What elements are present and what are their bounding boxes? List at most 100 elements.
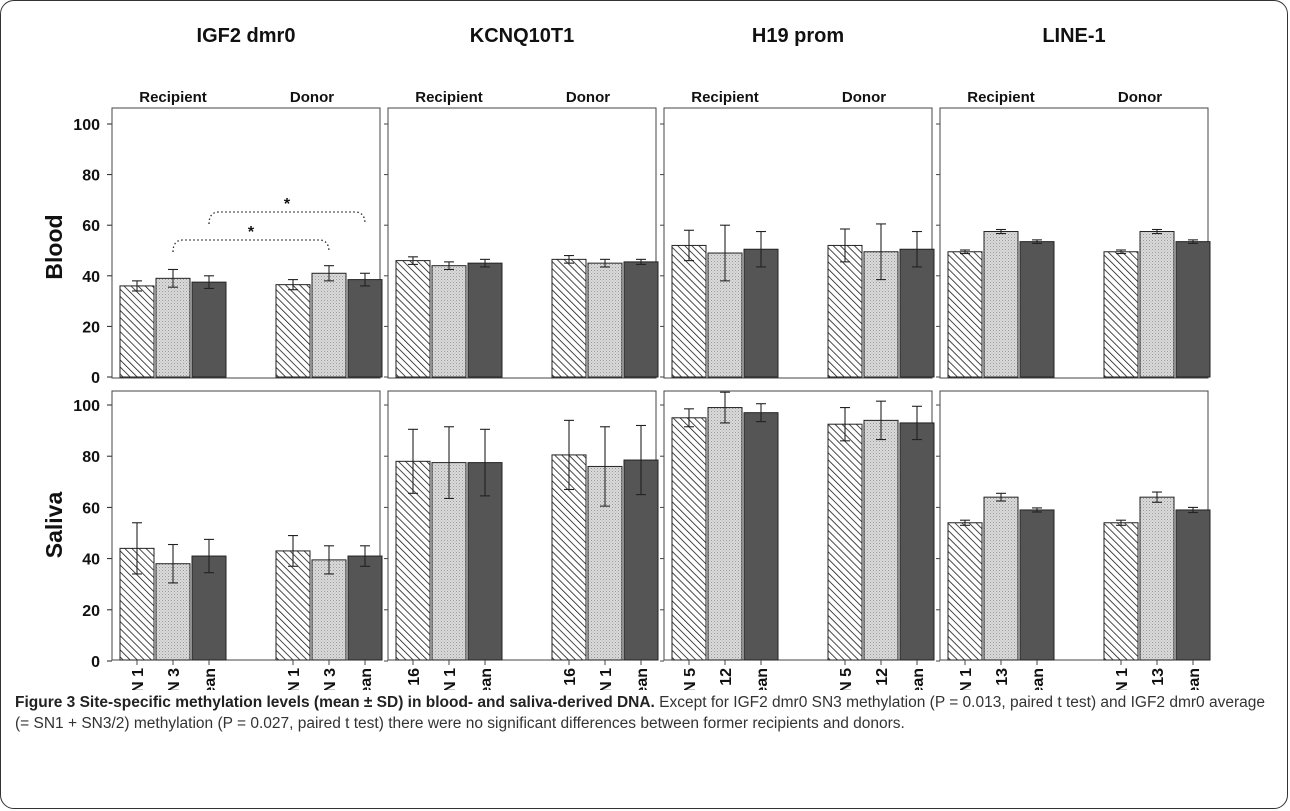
x-tick-label: SN 13 <box>1150 668 1167 690</box>
bar <box>899 422 935 661</box>
bar <box>119 285 155 378</box>
bar <box>395 460 431 661</box>
y-tick-label: 80 <box>82 168 100 185</box>
bar <box>707 407 743 661</box>
row-label-blood: Blood <box>41 214 67 279</box>
bar <box>1175 241 1211 378</box>
bar <box>983 496 1019 661</box>
group-label-recipient: Recipient <box>139 89 207 106</box>
row-label-saliva: Saliva <box>41 492 67 559</box>
group-label-recipient: Recipient <box>967 89 1035 106</box>
bar <box>827 423 863 661</box>
bar <box>275 284 311 378</box>
x-tick-label: Mean <box>910 668 927 690</box>
y-tick-label: 80 <box>82 449 100 466</box>
x-tick-label: SN 3 <box>166 668 183 690</box>
group-label-donor: Donor <box>290 89 334 106</box>
x-tick-label: SN 5 <box>838 668 855 690</box>
panel-title: H19 prom <box>752 25 844 47</box>
y-tick-label: 20 <box>82 319 100 336</box>
bar <box>467 262 503 378</box>
x-tick-label: Mean <box>478 668 495 690</box>
group-label-recipient: Recipient <box>415 89 483 106</box>
x-tick-label: SN 1 <box>598 668 615 690</box>
bar <box>1019 241 1055 378</box>
significance-label: * <box>248 224 255 241</box>
group-label-donor: Donor <box>842 89 886 106</box>
bar <box>1103 522 1139 661</box>
bar <box>671 244 707 378</box>
bar <box>671 417 707 661</box>
significance-bracket <box>172 239 330 253</box>
bar <box>983 231 1019 378</box>
bar <box>395 260 431 378</box>
x-tick-label: SN 1 <box>286 668 303 690</box>
y-tick-label: 0 <box>91 370 100 387</box>
bar <box>947 522 983 661</box>
figure-caption: Figure 3 Site-specific methylation level… <box>15 692 1277 734</box>
x-tick-label: SN 12 <box>874 668 891 690</box>
bar <box>743 248 779 378</box>
x-tick-label: SN 13 <box>994 668 1011 690</box>
y-tick-label: 40 <box>82 552 100 569</box>
methylation-bar-chart: Blood Saliva 0 20 40 60 80 100 0 20 40 60 80 100 IGF2 … <box>41 25 1211 690</box>
x-tick-label: SN 1 <box>442 668 459 690</box>
bar <box>1019 509 1055 661</box>
x-tick-label: SN 5 <box>682 668 699 690</box>
bar <box>1103 251 1139 378</box>
x-tick-label: SN 1 <box>130 668 147 690</box>
x-tick-label: SN 3 <box>322 668 339 690</box>
group-label-donor: Donor <box>566 89 610 106</box>
y-tick-label: 0 <box>91 654 100 671</box>
bar <box>587 262 623 378</box>
panel-title: IGF2 dmr0 <box>197 25 296 47</box>
bar <box>899 248 935 378</box>
x-tick-label: SN 1 <box>1114 668 1131 690</box>
panel-frame <box>111 390 381 661</box>
bar <box>827 244 863 378</box>
panel-frame <box>663 107 933 379</box>
group-label-recipient: Recipient <box>691 89 759 106</box>
bar <box>155 277 191 378</box>
group-label-donor: Donor <box>1118 89 1162 106</box>
bar <box>947 251 983 378</box>
y-tick-label: 100 <box>73 117 100 134</box>
bar <box>1139 231 1175 378</box>
bar <box>551 258 587 378</box>
x-tick-label: Mean <box>1186 668 1203 690</box>
bar <box>743 412 779 661</box>
bar <box>347 555 383 661</box>
caption-title: Figure 3 Site-specific methylation level… <box>15 694 655 711</box>
x-tick-label: SN 16 <box>562 668 579 690</box>
x-tick-label: Mean <box>358 668 375 690</box>
x-tick-label: Mean <box>1030 668 1047 690</box>
bar <box>347 279 383 378</box>
panel-frame <box>111 107 381 379</box>
bar <box>191 555 227 661</box>
y-tick-label: 100 <box>73 398 100 415</box>
x-tick-label: Mean <box>634 668 651 690</box>
bar <box>275 550 311 661</box>
panel-title: LINE-1 <box>1042 25 1105 47</box>
bar <box>431 265 467 378</box>
y-tick-label: 60 <box>82 218 100 235</box>
y-tick-label: 20 <box>82 603 100 620</box>
significance-bracket <box>208 211 366 225</box>
x-tick-label: SN 12 <box>718 668 735 690</box>
bar <box>623 261 659 378</box>
x-tick-label: SN 1 <box>958 668 975 690</box>
bar <box>311 272 347 378</box>
x-tick-label: Mean <box>202 668 219 690</box>
bar <box>1139 496 1175 661</box>
y-tick-label: 40 <box>82 269 100 286</box>
y-tick-label: 60 <box>82 500 100 517</box>
bar <box>311 559 347 661</box>
x-tick-label: Mean <box>754 668 771 690</box>
caption-text: Except for IGF2 dmr0 SN3 methylation (P … <box>15 694 1265 732</box>
bar <box>191 281 227 378</box>
panel-frame <box>387 107 657 379</box>
significance-label: * <box>284 196 291 213</box>
bar <box>863 419 899 661</box>
bar <box>1175 509 1211 661</box>
